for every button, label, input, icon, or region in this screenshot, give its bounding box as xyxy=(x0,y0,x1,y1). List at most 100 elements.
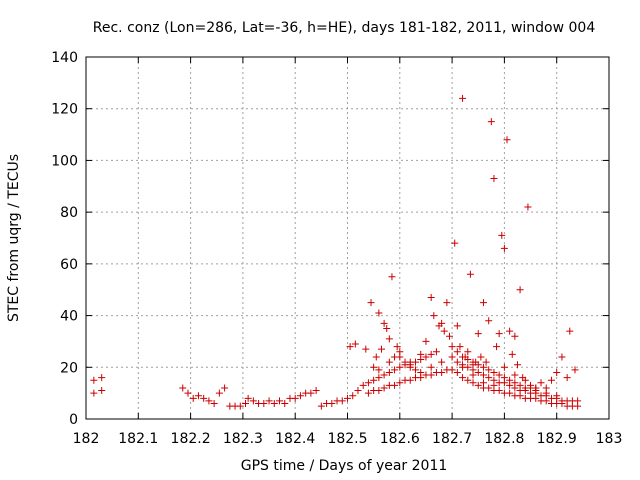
data-point xyxy=(380,319,388,327)
y-tick-label: 80 xyxy=(60,205,78,221)
data-point xyxy=(417,368,425,376)
data-point xyxy=(453,322,461,330)
data-point xyxy=(500,244,508,252)
data-point xyxy=(200,394,208,402)
data-point xyxy=(281,399,289,407)
y-tick-labels: 0 20 40 60 80 100 120 140 xyxy=(51,50,78,428)
data-point xyxy=(427,293,435,301)
data-point xyxy=(485,384,493,392)
data-point xyxy=(516,381,524,389)
x-tick-label: 182.8 xyxy=(484,431,524,447)
y-tick-label: 20 xyxy=(60,360,78,376)
x-tick-label: 182.9 xyxy=(537,431,577,447)
data-point xyxy=(511,332,519,340)
data-point xyxy=(375,387,383,395)
data-point xyxy=(396,353,404,361)
data-point xyxy=(393,343,401,351)
data-point xyxy=(495,330,503,338)
data-point xyxy=(553,392,561,400)
data-point xyxy=(260,399,268,407)
data-point xyxy=(422,353,430,361)
data-point xyxy=(516,286,524,294)
data-point xyxy=(411,366,419,374)
x-axis-label: GPS time / Days of year 2011 xyxy=(241,458,448,474)
data-point xyxy=(440,327,448,335)
x-tick-label: 182.3 xyxy=(223,431,263,447)
data-point xyxy=(90,376,98,384)
data-point xyxy=(506,327,514,335)
x-tick-label: 182.5 xyxy=(327,431,367,447)
data-point xyxy=(391,381,399,389)
data-point xyxy=(385,335,393,343)
data-point xyxy=(98,387,106,395)
data-point xyxy=(249,397,257,405)
data-point xyxy=(459,374,467,382)
data-point xyxy=(566,327,574,335)
data-point xyxy=(542,389,550,397)
data-point xyxy=(391,366,399,374)
data-point xyxy=(296,392,304,400)
x-tick-label: 182.4 xyxy=(275,431,315,447)
data-point xyxy=(469,371,477,379)
data-point xyxy=(351,340,359,348)
data-point xyxy=(427,363,435,371)
data-point xyxy=(511,379,519,387)
data-point xyxy=(485,374,493,382)
data-point xyxy=(571,366,579,374)
data-point xyxy=(438,319,446,327)
data-point xyxy=(90,389,98,397)
data-point xyxy=(469,358,477,366)
data-point xyxy=(432,348,440,356)
data-point xyxy=(221,384,229,392)
data-point xyxy=(362,345,370,353)
data-point xyxy=(498,231,506,239)
data-point xyxy=(372,353,380,361)
data-point xyxy=(500,374,508,382)
data-point xyxy=(464,356,472,364)
data-point xyxy=(370,376,378,384)
x-tick-labels: 182 182.1 182.2 182.3 182.4 182.5 182.6 182.7 18… xyxy=(73,431,623,447)
data-point xyxy=(189,394,197,402)
data-point xyxy=(236,402,244,410)
data-point xyxy=(474,361,482,369)
data-point xyxy=(456,343,464,351)
data-point xyxy=(312,387,320,395)
data-point xyxy=(417,356,425,364)
data-point xyxy=(568,397,576,405)
data-point xyxy=(506,389,514,397)
data-point xyxy=(354,387,362,395)
data-point xyxy=(495,371,503,379)
data-point xyxy=(506,376,514,384)
data-point xyxy=(367,299,375,307)
data-point xyxy=(430,312,438,320)
data-point xyxy=(459,353,467,361)
data-point xyxy=(495,387,503,395)
data-point xyxy=(205,397,213,405)
data-point xyxy=(364,389,372,397)
data-point xyxy=(445,332,453,340)
data-point xyxy=(479,299,487,307)
data-point xyxy=(406,376,414,384)
data-point xyxy=(493,343,501,351)
data-point xyxy=(448,343,456,351)
x-tick-label: 182.6 xyxy=(380,431,420,447)
y-tick-label: 120 xyxy=(51,102,78,118)
data-point xyxy=(317,402,325,410)
data-point xyxy=(479,379,487,387)
data-point xyxy=(364,379,372,387)
data-point xyxy=(490,175,498,183)
data-point xyxy=(459,363,467,371)
data-point xyxy=(215,389,223,397)
chart-title: Rec. conz (Lon=286, Lat=-36, h=HE), days… xyxy=(93,20,596,36)
data-point xyxy=(532,384,540,392)
y-tick-label: 40 xyxy=(60,309,78,325)
y-axis-label: STEC from uqrg / TECUs xyxy=(6,154,22,322)
data-point xyxy=(459,94,467,102)
data-point xyxy=(427,350,435,358)
data-point xyxy=(479,371,487,379)
data-point xyxy=(344,394,351,402)
x-tick-label: 182.2 xyxy=(171,431,211,447)
data-point xyxy=(179,384,187,392)
